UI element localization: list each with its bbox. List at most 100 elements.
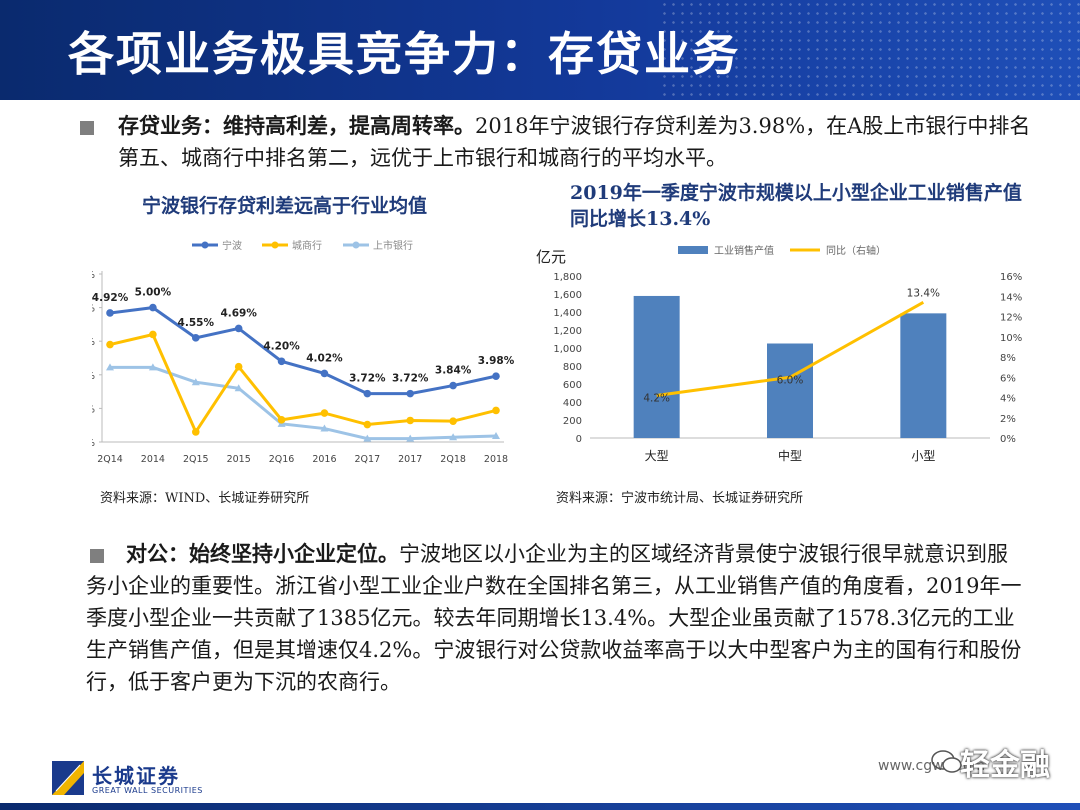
y-tick-label: 600	[563, 380, 582, 391]
footer-bar	[0, 803, 1080, 810]
section2-paragraph: 对公：始终坚持小企业定位。宁波地区以小企业为主的区域经济背景使宁波银行很早就意识…	[86, 538, 1026, 698]
chart2-title: 2019年一季度宁波市规模以上小型企业工业销售产值同比增长13.4%	[570, 182, 1022, 230]
y-tick-label: 4.5%	[92, 337, 95, 348]
y-unit-label: 亿元	[536, 248, 566, 266]
series-marker	[191, 334, 200, 342]
x-tick-label: 2Q14	[97, 454, 123, 465]
series-marker	[277, 357, 286, 366]
watermark: 轻金融	[960, 748, 1050, 783]
series-marker	[148, 363, 157, 371]
data-label: 4.55%	[178, 317, 215, 329]
series-marker	[363, 389, 372, 398]
series-marker	[149, 303, 157, 312]
data-label: 6.0%	[777, 374, 804, 386]
series-marker	[492, 372, 500, 380]
x-tick-label: 2014	[141, 454, 165, 465]
x-tick-label: 2Q16	[269, 454, 295, 465]
legend-label: 工业销售产值	[714, 244, 774, 257]
data-label: 5.00%	[135, 287, 172, 299]
data-label: 3.72%	[349, 373, 386, 385]
x-tick-label: 2Q17	[355, 454, 381, 465]
bullet-square-icon	[80, 121, 94, 135]
bar	[900, 313, 947, 438]
spread-line-chart: 宁波 城商行 上市银行 3.0% 3.5% 4.0% 4.5% 5.0% 5.5% 2Q14 20…	[92, 239, 515, 465]
y-tick-label: 5.0%	[92, 304, 95, 315]
y2-tick-label: 12%	[1000, 313, 1022, 324]
y-tick-label: 4.0%	[92, 371, 95, 382]
y2-tick-label: 6%	[1000, 373, 1016, 384]
logo-en: GREAT WALL SECURITIES	[92, 786, 203, 795]
section1-lead: 存贷业务：维持高利差，提高周转率。	[118, 113, 475, 138]
series-marker	[449, 433, 458, 441]
legend-marker	[271, 241, 279, 249]
data-label: 3.84%	[435, 365, 472, 377]
data-label: 4.69%	[220, 307, 257, 319]
y2-tick-label: 2%	[1000, 414, 1016, 425]
legend-label: 宁波	[222, 239, 242, 252]
series-marker	[234, 324, 243, 333]
bullet-square-icon	[90, 549, 104, 563]
series-marker	[191, 428, 200, 436]
series-marker	[449, 417, 457, 425]
logo-cn: 长城证券	[92, 764, 180, 788]
growth-line	[656, 301, 925, 397]
title-dot-pattern	[660, 0, 1080, 100]
legend-label: 城商行	[292, 239, 322, 252]
legend-marker	[352, 241, 360, 249]
section2-lead: 对公：始终坚持小企业定位。	[126, 541, 399, 566]
data-label: 4.02%	[306, 352, 343, 364]
x-tick-label: 小型	[911, 449, 935, 463]
series-marker	[492, 406, 500, 415]
series-marker	[320, 409, 329, 417]
y-tick-label: 3.5%	[92, 404, 95, 415]
series-marker	[106, 309, 114, 317]
series-marker	[320, 424, 329, 432]
series-marker	[234, 384, 243, 392]
y-tick-label: 1,800	[553, 272, 582, 283]
sales-bar-chart: 工业销售产值 同比（右轴） 亿元 0 200 400 600 800 1,000 1,200 1,…	[536, 244, 1022, 463]
series-marker	[277, 416, 286, 424]
y-tick-label: 1,000	[553, 344, 582, 355]
data-label: 4.2%	[643, 392, 670, 404]
data-label: 13.4%	[907, 287, 940, 299]
y-tick-label: 1,600	[553, 290, 582, 301]
series-line	[109, 332, 497, 436]
chart1-source: 资料来源：WIND、长城证券研究所	[100, 491, 310, 506]
y2-tick-label: 0%	[1000, 434, 1016, 445]
series-marker	[106, 363, 114, 371]
series-marker	[320, 369, 329, 378]
chart1-title: 宁波银行存贷利差远高于行业均值	[142, 195, 428, 217]
legend-label: 上市银行	[373, 239, 413, 252]
series-marker	[149, 330, 157, 339]
data-label: 4.92%	[92, 292, 129, 304]
x-tick-label: 中型	[778, 448, 802, 463]
series-marker	[234, 362, 243, 371]
x-tick-label: 2017	[398, 454, 422, 465]
x-tick-label: 2016	[312, 454, 336, 465]
page-title: 各项业务极具竞争力：存贷业务	[68, 27, 740, 81]
series-marker	[363, 420, 372, 429]
series-marker	[449, 381, 457, 390]
y-tick-label: 1,400	[553, 308, 582, 319]
series-marker	[406, 389, 415, 398]
series-marker	[106, 340, 114, 349]
y2-tick-label: 10%	[1000, 333, 1022, 344]
legend-label: 同比（右轴）	[826, 244, 886, 257]
bar	[767, 343, 813, 438]
x-tick-label: 2015	[227, 454, 251, 465]
section2-text: 宁波地区以小企业为主的区域经济背景使宁波银行很早就意识到服务小企业的重要性。浙江…	[86, 542, 1022, 694]
section1-text: 2018年宁波银行存贷利差为3.98%，在A股上市银行中排名第五、城商行中排名第…	[118, 114, 1031, 170]
y2-tick-label: 4%	[1000, 394, 1016, 405]
y2-tick-label: 16%	[1000, 272, 1022, 283]
y-tick-label: 5.5%	[92, 270, 95, 281]
y-tick-label: 0	[576, 434, 582, 445]
y-tick-label: 3.0%	[92, 438, 95, 449]
legend-marker	[201, 241, 209, 249]
x-tick-label: 大型	[645, 449, 669, 463]
y2-tick-label: 14%	[1000, 292, 1022, 303]
series-marker	[406, 434, 415, 442]
x-tick-label: 2018	[484, 454, 508, 465]
title-bar: 各项业务极具竞争力：存贷业务	[0, 0, 1080, 100]
data-label: 3.98%	[478, 355, 515, 367]
data-label: 3.72%	[392, 373, 429, 385]
